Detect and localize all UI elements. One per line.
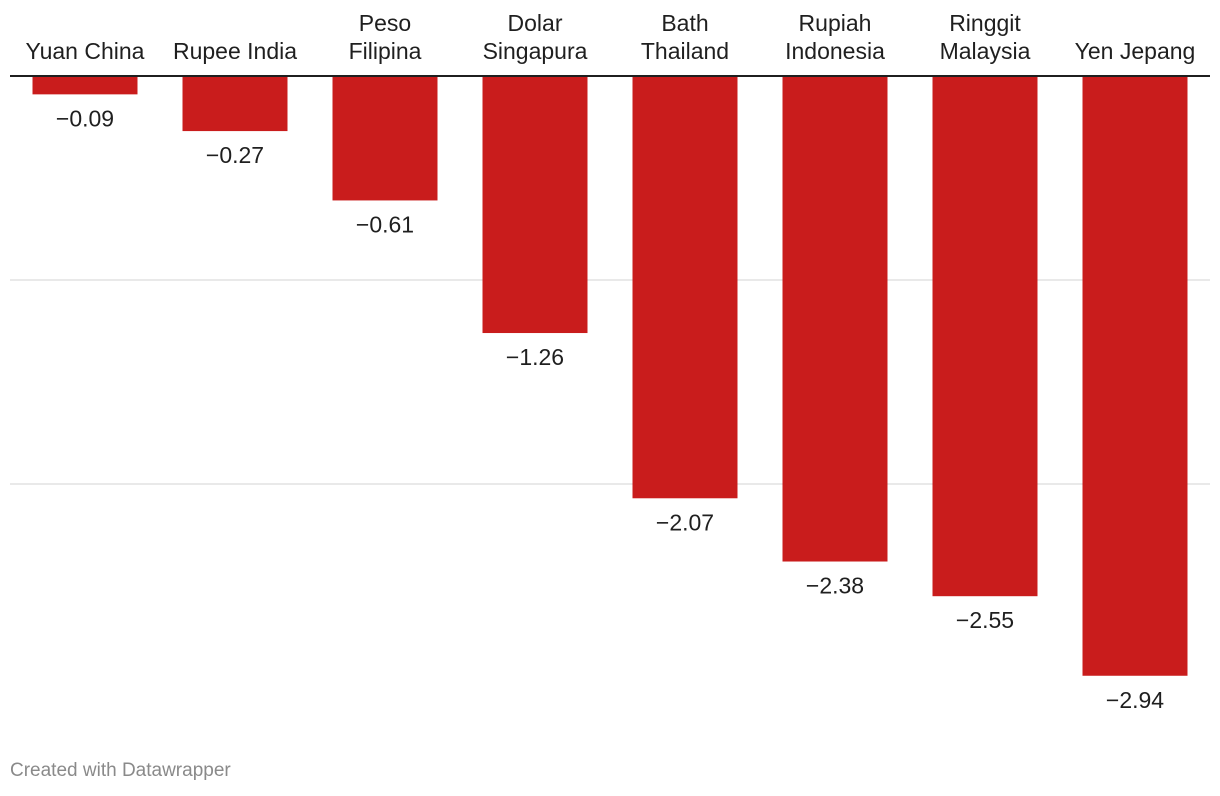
bar [932, 76, 1038, 597]
bar [1082, 76, 1188, 676]
value-label: −2.38 [806, 573, 864, 599]
category-label: Filipina [349, 38, 422, 64]
value-label: −2.55 [956, 607, 1014, 633]
category-label: Indonesia [785, 38, 885, 64]
bar [32, 76, 138, 95]
value-label: −2.94 [1106, 687, 1164, 713]
category-label: Peso [359, 10, 411, 36]
bar [632, 76, 738, 499]
credit-text: Created with Datawrapper [10, 760, 231, 781]
category-label: Yen Jepang [1075, 38, 1196, 64]
category-label: Malaysia [940, 38, 1031, 64]
value-label: −2.07 [656, 509, 714, 535]
value-labels: −0.09 −0.27 −0.61 −1.26 −2.07 −2.38 −2.55 −2.94 [56, 105, 1164, 712]
bar [482, 76, 588, 334]
category-label: Dolar [508, 10, 563, 36]
category-label: Bath [661, 10, 708, 36]
bar [332, 76, 438, 201]
category-label: Rupiah [799, 10, 872, 36]
bar [782, 76, 888, 562]
bar [182, 76, 288, 132]
value-label: −0.27 [206, 142, 264, 168]
category-label: Rupee India [173, 38, 297, 64]
category-label: Singapura [483, 38, 588, 64]
value-label: −0.09 [56, 105, 114, 131]
value-label: −1.26 [506, 344, 564, 370]
category-label: Thailand [641, 38, 729, 64]
value-label: −0.61 [356, 211, 414, 237]
bars [32, 76, 1188, 676]
category-label: Ringgit [949, 10, 1021, 36]
category-label: Yuan China [26, 38, 145, 64]
